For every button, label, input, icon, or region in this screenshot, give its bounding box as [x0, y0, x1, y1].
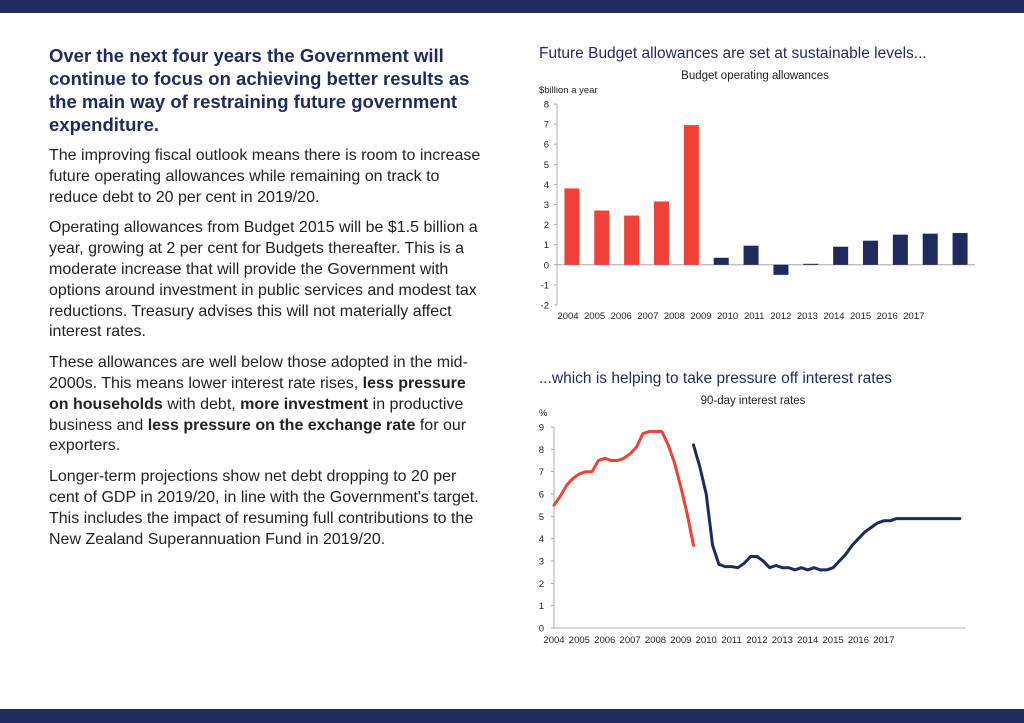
p3-bold-exchange-rate: less pressure on the exchange rate [147, 416, 416, 434]
chart2-ylabel: % [539, 408, 548, 419]
chart1-x-tick-label: 2014 [823, 311, 844, 322]
chart1-x-tick-label: 2006 [611, 311, 632, 322]
chart1-bar [743, 245, 759, 265]
top-band [0, 0, 1024, 13]
chart2-x-tick-label: 2017 [873, 635, 894, 646]
paragraph-operating-allowances: Operating allowances from Budget 2015 wi… [49, 219, 478, 341]
chart1-bar [833, 246, 849, 265]
chart1-x-tick-label: 2004 [557, 311, 578, 322]
chart2-y-tick-label: 5 [539, 512, 544, 523]
chart1-bar [803, 263, 819, 265]
chart1-bar [594, 210, 610, 265]
chart2-heading: ...which is helping to take pressure off… [539, 370, 892, 387]
chart2-x-tick-label: 2005 [569, 635, 590, 646]
p3-text-4: for our exporters. [49, 416, 467, 455]
chart1-title: Budget operating allowances [681, 70, 829, 82]
p3-text-1: These allowances are well below those ad… [49, 354, 468, 392]
chart2-x-tick-label: 2004 [543, 635, 564, 646]
chart1-x-tick-label: 2008 [664, 311, 685, 322]
chart2-x-tick-label: 2013 [772, 635, 793, 646]
chart1-bar [564, 188, 580, 265]
chart1-y-tick-label: 3 [544, 200, 549, 211]
chart2-series-line-navy [692, 443, 962, 572]
p3-bold-households: less pressure on households [49, 374, 466, 413]
chart1-x-tick-label: 2010 [717, 311, 738, 322]
chart1-y-tick-label: 2 [544, 220, 549, 231]
chart1-y-tick-label: 4 [544, 180, 549, 191]
chart1-bar [683, 125, 699, 265]
chart1-bar [773, 264, 789, 275]
chart1-x-tick-label: 2013 [797, 311, 818, 322]
chart2-x-tick-label: 2012 [746, 635, 767, 646]
chart2-y-tick-label: 0 [539, 624, 544, 635]
chart2-x-tick-label: 2007 [620, 635, 641, 646]
chart2-x-tick-label: 2011 [721, 635, 741, 646]
chart1-y-tick-label: -2 [541, 301, 549, 312]
chart2-y-tick-label: 7 [539, 467, 544, 478]
chart1-x-tick-label: 2016 [877, 311, 898, 322]
chart1-x-tick-label: 2015 [850, 311, 871, 322]
chart1-y-tick-label: 7 [544, 120, 549, 131]
paragraph-net-debt: Longer-term projections show net debt dr… [49, 468, 479, 548]
bottom-band [0, 709, 1024, 723]
chart2-x-tick-label: 2016 [848, 635, 869, 646]
p3-bold-investment: more investment [240, 395, 369, 413]
chart1-bar [922, 233, 938, 265]
chart1-y-tick-label: 8 [544, 100, 549, 111]
chart1-y-tick-label: 0 [544, 260, 549, 271]
chart1-y-tick-label: 5 [544, 160, 549, 171]
chart2-x-tick-label: 2015 [823, 635, 844, 646]
chart2-title: 90-day interest rates [700, 395, 806, 407]
chart1-bar [952, 233, 968, 265]
chart1-y-tick-label: 6 [544, 140, 549, 151]
chart1-bar [624, 215, 640, 265]
paragraph-mid-2000s: These allowances are well below those ad… [49, 353, 489, 457]
section-heading: Over the next four years the Government … [49, 45, 470, 135]
chart1-y-tick-label: -1 [541, 280, 549, 291]
chart1-x-tick-label: 2005 [584, 311, 605, 322]
chart2-y-tick-label: 1 [539, 601, 544, 612]
chart1-ylabel: $billion a year [539, 85, 598, 96]
chart2-y-tick-label: 8 [539, 445, 544, 456]
chart1-x-tick-label: 2017 [903, 311, 924, 322]
chart2-x-tick-label: 2014 [797, 635, 818, 646]
p3-text-3: in productive business and [49, 395, 464, 434]
chart1-x-tick-label: 2009 [690, 311, 711, 322]
chart2-x-tick-label: 2008 [645, 635, 666, 646]
chart2-y-tick-label: 4 [539, 534, 544, 545]
chart2-series-line-red [552, 430, 695, 547]
chart1-y-tick-label: 1 [544, 240, 549, 251]
budget-allowances-chart: $billion a year -2 -1 0 1 2 3 4 5 6 7 8 2004 2005 2006… [539, 85, 975, 322]
chart2-y-tick-label: 3 [539, 557, 544, 568]
chart2-x-tick-label: 2006 [594, 635, 615, 646]
chart2-x-tick-label: 2010 [696, 635, 717, 646]
paragraph-fiscal-outlook: The improving fiscal outlook means there… [49, 147, 481, 206]
chart1-bar [892, 234, 908, 265]
chart1-x-tick-label: 2012 [770, 311, 791, 322]
chart2-y-tick-label: 2 [539, 579, 544, 590]
chart1-heading: Future Budget allowances are set at sust… [539, 45, 927, 62]
chart1-x-tick-label: 2011 [744, 311, 764, 322]
chart2-y-tick-label: 6 [539, 490, 544, 501]
p3-text-2: with debt, [162, 395, 241, 413]
chart1-x-tick-label: 2007 [637, 311, 658, 322]
chart2-x-tick-label: 2009 [670, 635, 691, 646]
chart2-y-tick-label: 9 [539, 423, 544, 434]
text-column: Over the next four years the Government … [49, 44, 489, 560]
chart1-bar [654, 201, 669, 265]
interest-rates-chart: % 0 1 2 3 4 5 6 7 8 9 2004 2005 2006 2007 2008 2009 2010 2… [539, 408, 965, 646]
chart1-bar [863, 240, 878, 265]
chart1-bar [713, 257, 729, 265]
